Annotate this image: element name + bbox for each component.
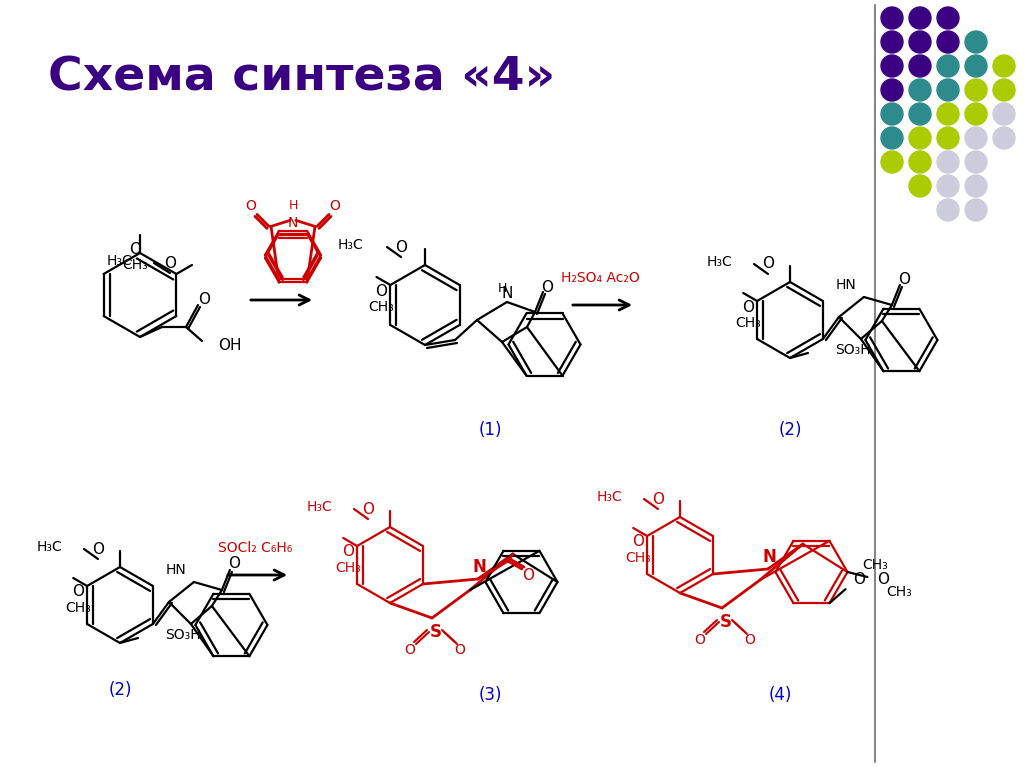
Circle shape — [937, 151, 959, 173]
Circle shape — [881, 55, 903, 77]
Text: H₂SO₄ Ac₂O: H₂SO₄ Ac₂O — [560, 271, 639, 285]
Text: S: S — [720, 613, 732, 631]
Circle shape — [965, 127, 987, 149]
Text: O: O — [404, 643, 416, 657]
Text: HN: HN — [836, 278, 856, 292]
Text: N: N — [473, 558, 486, 576]
Circle shape — [937, 127, 959, 149]
Text: S: S — [430, 623, 442, 641]
Text: CH₃: CH₃ — [335, 561, 361, 575]
Text: CH₃: CH₃ — [626, 551, 651, 565]
Circle shape — [881, 103, 903, 125]
Text: H₃C: H₃C — [306, 500, 332, 514]
Circle shape — [909, 103, 931, 125]
Circle shape — [993, 103, 1015, 125]
Text: O: O — [742, 299, 755, 314]
Text: O: O — [694, 633, 706, 647]
Text: O: O — [522, 568, 534, 582]
Text: O: O — [652, 492, 664, 506]
Circle shape — [909, 127, 931, 149]
Circle shape — [993, 55, 1015, 77]
Text: CH₃: CH₃ — [369, 300, 394, 314]
Text: O: O — [853, 571, 865, 587]
Text: O: O — [632, 535, 644, 549]
Circle shape — [881, 127, 903, 149]
Circle shape — [909, 151, 931, 173]
Text: Схема синтеза «4»: Схема синтеза «4» — [48, 55, 555, 100]
Text: N: N — [763, 548, 777, 566]
Text: CH₃: CH₃ — [735, 316, 761, 330]
Circle shape — [937, 31, 959, 53]
Text: H₃C: H₃C — [36, 540, 62, 554]
Text: O: O — [228, 557, 240, 571]
Text: O: O — [330, 199, 340, 213]
Circle shape — [881, 7, 903, 29]
Text: O: O — [455, 643, 466, 657]
Text: SOCl₂ C₆H₆: SOCl₂ C₆H₆ — [218, 541, 292, 555]
Text: H: H — [289, 199, 298, 212]
Text: O: O — [898, 272, 910, 287]
Circle shape — [993, 79, 1015, 101]
Circle shape — [965, 103, 987, 125]
Text: O: O — [73, 584, 84, 600]
Text: O: O — [342, 545, 354, 559]
Circle shape — [965, 79, 987, 101]
Circle shape — [881, 79, 903, 101]
Circle shape — [881, 31, 903, 53]
Text: O: O — [395, 239, 407, 255]
Text: O: O — [198, 291, 210, 307]
Text: O: O — [362, 502, 374, 516]
Circle shape — [965, 151, 987, 173]
Text: H₃C: H₃C — [337, 238, 362, 252]
Text: (4): (4) — [768, 686, 792, 704]
Circle shape — [993, 127, 1015, 149]
Text: O: O — [744, 633, 756, 647]
Circle shape — [937, 103, 959, 125]
Text: CH₃: CH₃ — [122, 258, 147, 272]
Text: OH: OH — [218, 337, 242, 353]
Text: O: O — [376, 284, 387, 298]
Text: O: O — [246, 199, 256, 213]
Text: O: O — [541, 279, 553, 295]
Circle shape — [881, 151, 903, 173]
Text: O: O — [878, 572, 890, 588]
Text: (1): (1) — [478, 421, 502, 439]
Text: SO₃H: SO₃H — [165, 628, 201, 642]
Circle shape — [909, 55, 931, 77]
Circle shape — [965, 175, 987, 197]
Circle shape — [909, 79, 931, 101]
Circle shape — [909, 175, 931, 197]
Text: H: H — [498, 281, 507, 295]
Text: O: O — [164, 255, 176, 271]
Text: O: O — [129, 242, 141, 256]
Text: H₃C: H₃C — [106, 254, 132, 268]
Text: H₃C: H₃C — [707, 255, 732, 269]
Circle shape — [937, 55, 959, 77]
Text: (2): (2) — [778, 421, 802, 439]
Circle shape — [909, 31, 931, 53]
Text: CH₃: CH₃ — [887, 585, 912, 599]
Text: CH₃: CH₃ — [66, 601, 91, 615]
Circle shape — [937, 79, 959, 101]
Text: H₃C: H₃C — [596, 490, 622, 504]
Text: (2): (2) — [109, 681, 132, 699]
Circle shape — [965, 31, 987, 53]
Text: SO₃H: SO₃H — [835, 343, 870, 357]
Text: CH₃: CH₃ — [862, 558, 889, 572]
Circle shape — [965, 55, 987, 77]
Text: (3): (3) — [478, 686, 502, 704]
Circle shape — [937, 199, 959, 221]
Text: HN: HN — [165, 563, 186, 577]
Circle shape — [965, 199, 987, 221]
Circle shape — [909, 7, 931, 29]
Text: N: N — [502, 287, 513, 301]
Circle shape — [937, 175, 959, 197]
Text: O: O — [762, 256, 774, 272]
Circle shape — [937, 7, 959, 29]
Text: N: N — [288, 216, 298, 230]
Text: O: O — [92, 542, 104, 557]
